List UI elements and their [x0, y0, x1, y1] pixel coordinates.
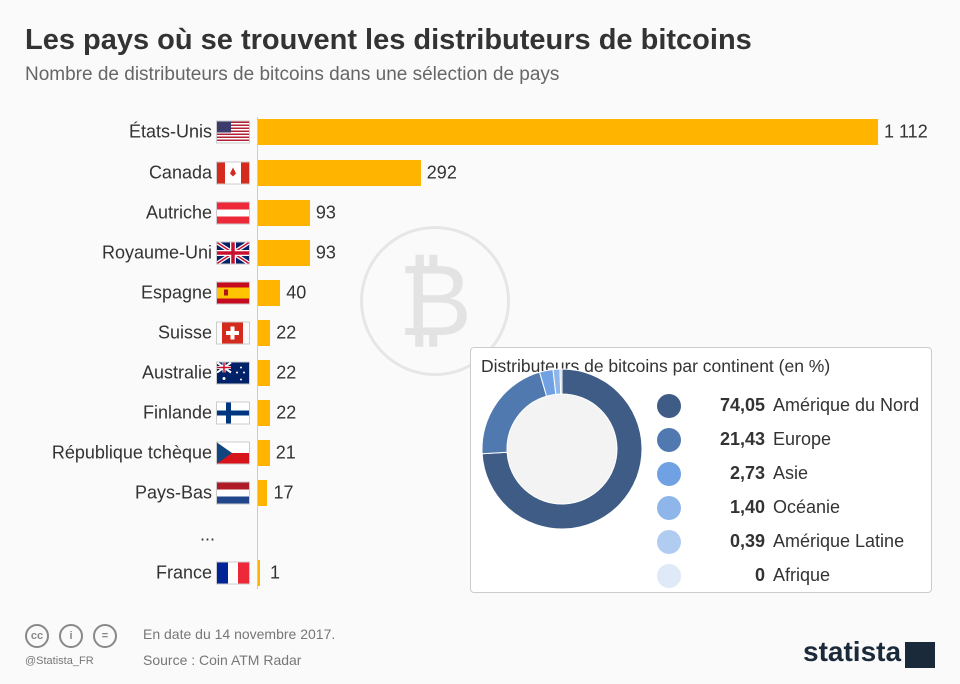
flag-ca-icon — [217, 162, 249, 184]
legend-value: 0,39 — [729, 531, 765, 551]
legend-item: 21,43 Europe — [657, 427, 922, 453]
world-map-icon — [507, 394, 617, 504]
legend-value: 21,43 — [719, 429, 765, 449]
bar-value-label: 22 — [276, 362, 297, 383]
legend-item: 0 Afrique — [657, 563, 922, 589]
bar-category-label: Australie — [141, 362, 212, 383]
legend-item: 0,39 Amérique Latine — [657, 529, 922, 555]
bar — [258, 240, 310, 266]
bar-category-label: Autriche — [145, 202, 212, 223]
no-derivatives-icon: = — [93, 624, 117, 648]
bar-value-label: 93 — [315, 242, 336, 263]
footer-date: En date du 14 novembre 2017. — [143, 626, 336, 642]
legend-item: 1,40 Océanie — [657, 495, 922, 521]
legend-label: Asie — [773, 463, 809, 483]
legend-swatch — [657, 496, 681, 520]
twitter-handle: @Statista_FR — [25, 655, 94, 667]
legend-label: Europe — [773, 429, 832, 449]
bar — [258, 200, 310, 226]
legend-swatch — [657, 462, 681, 486]
bar — [258, 119, 878, 145]
flag-fi-icon — [217, 402, 249, 424]
bar-category-label: Espagne — [140, 282, 212, 303]
flag-au-icon — [217, 362, 249, 384]
bar-value-label: 17 — [273, 482, 294, 503]
bar-value-label: 1 — [270, 562, 281, 583]
legend-swatch — [657, 428, 681, 452]
legend-swatch — [657, 394, 681, 418]
flag-gb-icon — [217, 242, 249, 264]
legend-value: 74,05 — [719, 395, 765, 415]
donut-slice-4 — [559, 368, 563, 395]
bar — [258, 480, 268, 506]
legend-label: Amérique Latine — [773, 531, 905, 551]
legend-swatch — [657, 564, 681, 588]
bar-value-label: 40 — [286, 282, 307, 303]
cc-icon: cc — [25, 624, 49, 648]
bar-category-label: Royaume-Uni — [101, 242, 212, 263]
legend-label: Afrique — [773, 565, 831, 585]
statista-logo-mark-icon — [905, 642, 935, 668]
bar-category-label: Canada — [148, 162, 212, 183]
chart-title: Les pays où se trouvent les distributeur… — [25, 24, 752, 56]
bar-category-label: ... — [199, 524, 215, 545]
flag-ch-icon — [217, 322, 249, 344]
attribution-icon: i — [59, 624, 83, 648]
flag-nl-icon — [217, 482, 249, 504]
bar-value-label: 1 112 — [884, 121, 928, 142]
legend-item: 2,73 Asie — [657, 461, 922, 487]
legend-swatch — [657, 530, 681, 554]
legend-value: 2,73 — [729, 463, 765, 483]
bar-axis — [257, 117, 258, 589]
continent-donut-panel: Distributeurs de bitcoins par continent … — [470, 347, 932, 593]
bar-value-label: 292 — [426, 162, 457, 183]
bar-category-label: États-Unis — [128, 121, 212, 142]
donut-slice-0 — [481, 368, 643, 530]
footer-source: Source : Coin ATM Radar — [143, 652, 302, 668]
bar-category-label: Suisse — [157, 322, 212, 343]
bar-category-label: Pays-Bas — [134, 482, 212, 503]
bar-value-label: 21 — [275, 442, 296, 463]
statista-logo: statista — [803, 636, 902, 667]
legend-label: Océanie — [773, 497, 841, 517]
flag-at-icon — [217, 202, 249, 224]
bar-value-label: 22 — [276, 402, 297, 423]
bar-value-label: 93 — [315, 202, 336, 223]
bar-category-label: République tchèque — [51, 442, 212, 463]
bar — [258, 440, 270, 466]
bar — [258, 160, 421, 186]
bar — [258, 560, 260, 586]
legend-item: 74,05 Amérique du Nord — [657, 393, 922, 419]
legend-label: Amérique du Nord — [773, 395, 920, 415]
bar — [258, 280, 281, 306]
bar — [258, 320, 271, 346]
bar — [258, 400, 271, 426]
chart-subtitle: Nombre de distributeurs de bitcoins dans… — [25, 64, 560, 85]
bitcoin-watermark-icon: ₿ — [360, 226, 510, 376]
bar-category-label: Finlande — [142, 402, 212, 423]
flag-fr-icon — [217, 562, 249, 584]
flag-us-icon — [217, 121, 249, 143]
legend-value: 0 — [754, 565, 765, 585]
bar-value-label: 22 — [276, 322, 297, 343]
legend-value: 1,40 — [729, 497, 765, 517]
flag-cz-icon — [217, 442, 249, 464]
flag-es-icon — [217, 282, 249, 304]
donut-chart — [481, 368, 643, 530]
bar — [258, 360, 271, 386]
bar-category-label: France — [155, 562, 212, 583]
